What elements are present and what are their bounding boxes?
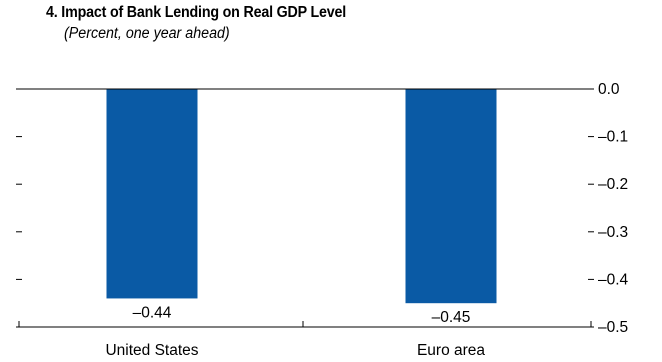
y-tick-label-2: –0.2 xyxy=(598,176,628,193)
y-tick-label-4: –0.4 xyxy=(598,271,629,288)
bar-2 xyxy=(405,89,497,304)
x-category-label-2: Euro area xyxy=(417,342,485,359)
chart-title: 4. Impact of Bank Lending on Real GDP Le… xyxy=(46,4,347,21)
data-label-2: –0.45 xyxy=(432,309,471,326)
y-tick-label-1: –0.1 xyxy=(598,129,628,146)
bar-1 xyxy=(106,89,198,299)
y-tick-label-3: –0.3 xyxy=(598,224,628,241)
y-tick-label-0: 0.0 xyxy=(598,81,620,98)
data-label-1: –0.44 xyxy=(133,304,172,321)
y-tick-label-5: –0.5 xyxy=(598,319,628,336)
chart-subtitle: (Percent, one year ahead) xyxy=(64,25,230,42)
x-category-label-1: United States xyxy=(105,342,198,359)
